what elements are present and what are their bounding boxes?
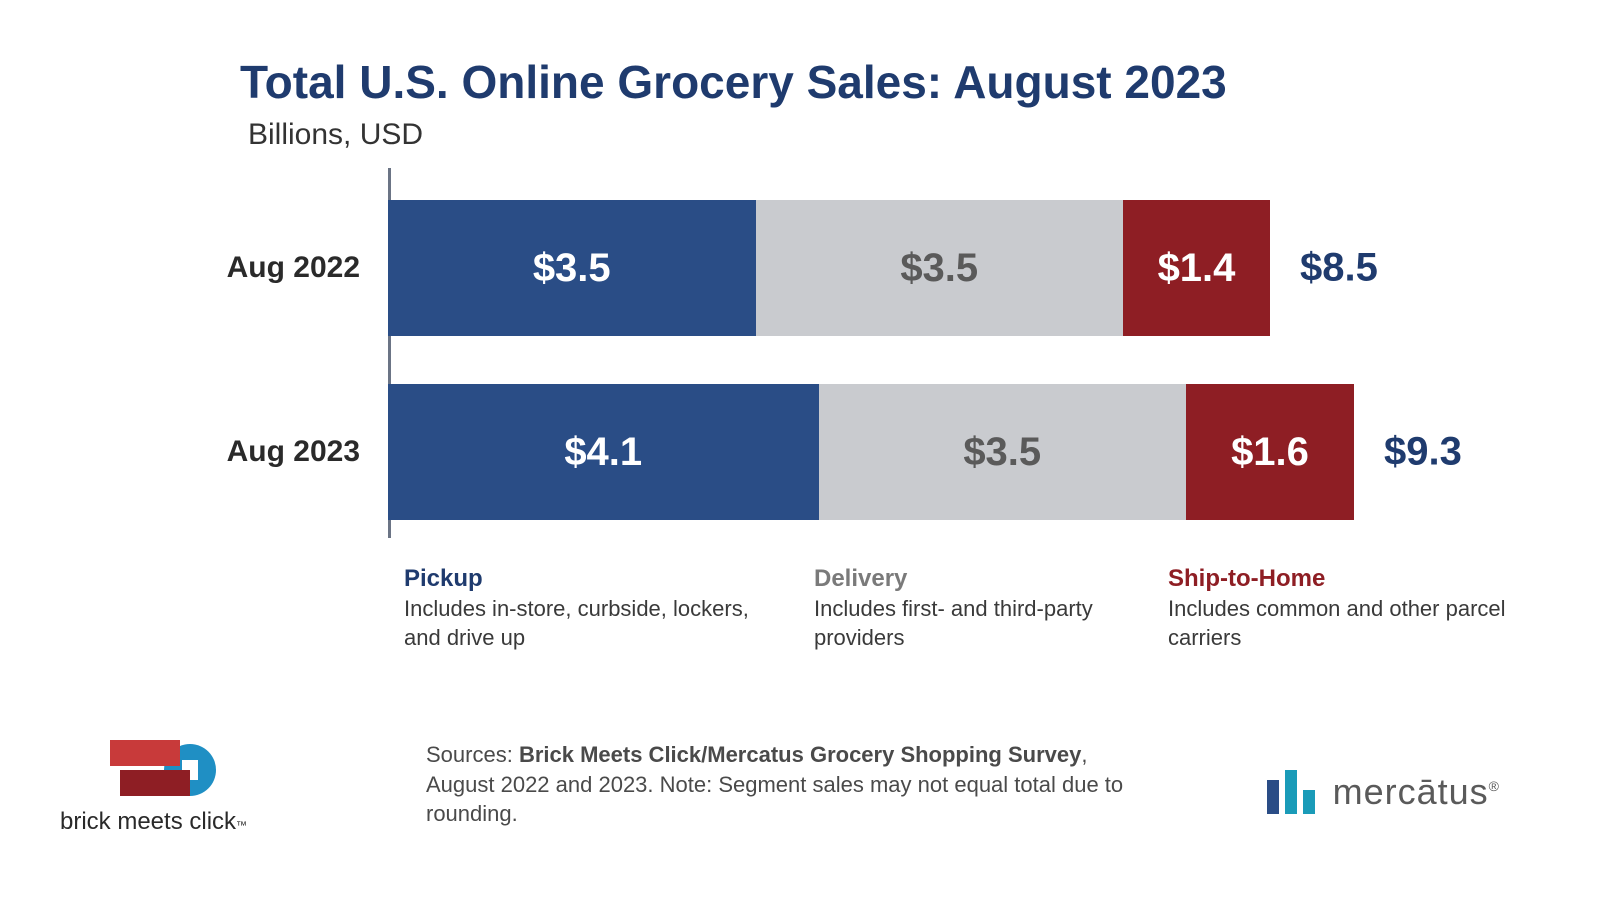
bar-segment-ship_to_home: $1.6 [1186, 384, 1354, 520]
bar-segment-pickup: $3.5 [388, 200, 756, 336]
bmc-name: brick meets click [60, 808, 236, 835]
mercatus-bar [1303, 790, 1315, 814]
chart-subtitle: Billions, USD [248, 118, 423, 152]
brick-meets-click-logo: brick meets click™ [60, 740, 330, 836]
legend-title: Pickup [404, 565, 754, 593]
mercatus-name: mercātus [1333, 771, 1489, 812]
mercatus-logo-text: mercātus® [1333, 771, 1500, 813]
row-label: Aug 2023 [227, 435, 360, 469]
mercatus-bar [1267, 780, 1279, 814]
row-label: Aug 2022 [227, 251, 360, 285]
bar-segment-pickup: $4.1 [388, 384, 819, 520]
chart-canvas: Total U.S. Online Grocery Sales: August … [0, 0, 1600, 900]
row-total: $9.3 [1384, 430, 1462, 475]
mercatus-logo: mercātus® [1267, 770, 1500, 814]
legend-desc: Includes first- and third-party provider… [814, 595, 1164, 652]
bmc-logo-text: brick meets click™ [60, 808, 330, 836]
bmc-logo-mark [110, 740, 240, 800]
mercatus-logo-mark [1267, 770, 1315, 814]
chart-title: Total U.S. Online Grocery Sales: August … [240, 55, 1227, 109]
legend-item: DeliveryIncludes first- and third-party … [814, 565, 1164, 652]
source-strong: Brick Meets Click/Mercatus Grocery Shopp… [519, 742, 1081, 767]
legend-desc: Includes in-store, curbside, lockers, an… [404, 595, 754, 652]
legend-desc: Includes common and other parcel carrier… [1168, 595, 1518, 652]
legend-item: PickupIncludes in-store, curbside, locke… [404, 565, 754, 652]
source-note: Sources: Brick Meets Click/Mercatus Groc… [426, 740, 1126, 829]
bmc-tm: ™ [236, 820, 247, 832]
bar-segment-delivery: $3.5 [756, 200, 1124, 336]
row-total: $8.5 [1300, 246, 1378, 291]
mercatus-bar [1285, 770, 1297, 814]
source-prefix: Sources: [426, 742, 519, 767]
mercatus-reg: ® [1489, 778, 1500, 794]
bar-segment-ship_to_home: $1.4 [1123, 200, 1270, 336]
bar-segment-delivery: $3.5 [819, 384, 1187, 520]
legend-item: Ship-to-HomeIncludes common and other pa… [1168, 565, 1518, 652]
legend-title: Delivery [814, 565, 1164, 593]
legend-title: Ship-to-Home [1168, 565, 1518, 593]
